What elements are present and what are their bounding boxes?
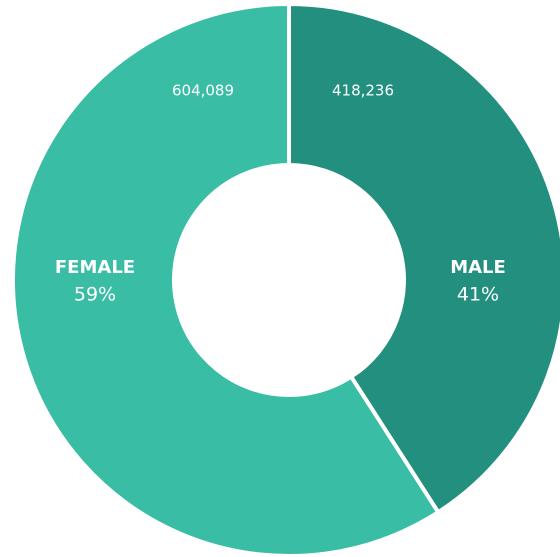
value-label: 604,089 bbox=[172, 82, 234, 100]
category-label: MALE bbox=[450, 257, 506, 278]
donut-segment bbox=[11, 1, 441, 557]
percent-label: 59% bbox=[74, 284, 116, 306]
percent-label: 41% bbox=[457, 284, 499, 306]
value-label: 418,236 bbox=[332, 82, 394, 100]
category-label: FEMALE bbox=[55, 257, 135, 278]
